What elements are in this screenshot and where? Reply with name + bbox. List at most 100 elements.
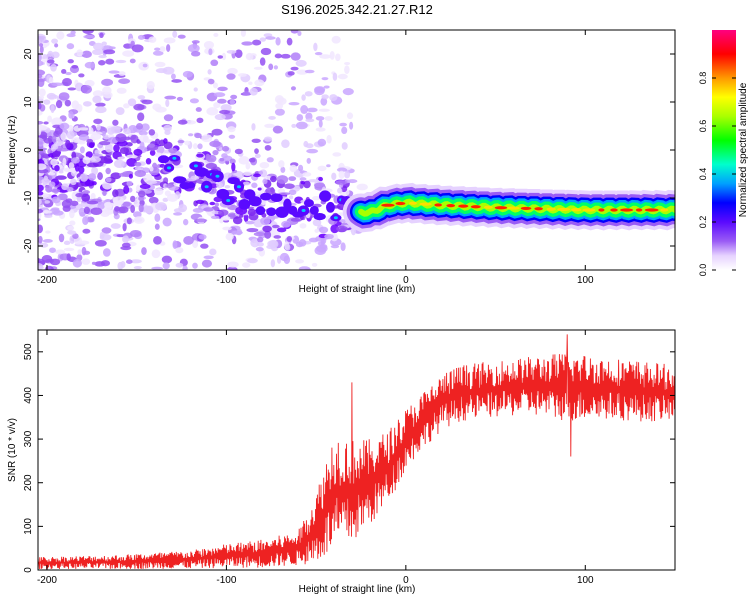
spectrogram-noise-blob bbox=[314, 86, 326, 93]
spectrogram-hot-spot bbox=[598, 208, 605, 212]
spectrogram-noise-blob bbox=[264, 230, 272, 239]
spectrogram-noise-blob bbox=[78, 166, 85, 174]
spectrogram-noise-blob bbox=[264, 144, 272, 151]
spectrogram-noise-blob bbox=[231, 230, 243, 235]
spectrogram-noise-blob bbox=[52, 124, 62, 129]
spectrogram-noise-blob bbox=[209, 201, 216, 206]
spectrogram-noise-blob bbox=[161, 255, 173, 264]
spectrogram-noise-blob bbox=[183, 235, 194, 245]
spectrogram-noise-blob bbox=[187, 44, 200, 53]
colorbar: 0.0 0.2 0.4 0.6 0.8 Normalized spectral ampl… bbox=[698, 30, 749, 276]
spectrogram-ridge-core bbox=[333, 216, 338, 220]
spectrogram-hot-spot bbox=[582, 208, 596, 212]
spectrogram-noise-blob bbox=[314, 182, 326, 189]
spectrogram-noise-blob bbox=[262, 225, 272, 233]
spectrogram-y-label: Frequency (Hz) bbox=[7, 116, 18, 185]
spectrogram-ridge-blob bbox=[185, 182, 196, 189]
spectrogram-noise-blob bbox=[81, 258, 91, 265]
spectrogram-noise-blob bbox=[101, 227, 112, 234]
spectrogram-noise-blob bbox=[247, 258, 258, 264]
spectrogram-noise-blob bbox=[347, 179, 358, 184]
spectrogram-noise-blob bbox=[133, 148, 143, 156]
spectrogram-noise-blob bbox=[318, 226, 329, 234]
spectrogram-noise-blob bbox=[101, 130, 106, 137]
spectrogram-noise-blob bbox=[91, 131, 103, 136]
spectrogram-noise-blob bbox=[329, 50, 335, 60]
spectrogram-noise-blob bbox=[83, 101, 92, 107]
spectrogram-noise-blob bbox=[92, 90, 104, 97]
spectrogram-noise-blob bbox=[162, 197, 169, 202]
spectrogram-noise-blob bbox=[162, 262, 170, 270]
spectrogram-noise-blob bbox=[123, 185, 130, 195]
spectrogram-ridge-blob bbox=[313, 213, 326, 221]
spectrogram-noise-blob bbox=[91, 261, 97, 265]
spectrogram-noise-blob bbox=[177, 139, 185, 144]
spectrogram-noise-blob bbox=[165, 99, 170, 108]
spectrogram-noise-blob bbox=[67, 225, 75, 231]
spectrogram-noise-blob bbox=[254, 153, 261, 159]
spectrogram-noise-blob bbox=[323, 85, 330, 89]
spectrogram-noise-blob bbox=[71, 191, 78, 201]
spectrogram-noise-blob bbox=[268, 115, 276, 120]
spectrogram-noise-blob bbox=[145, 158, 152, 165]
spectrogram-noise-blob bbox=[61, 199, 72, 209]
spectrogram-noise-blob bbox=[64, 99, 72, 107]
spectrogram-noise-blob bbox=[54, 43, 59, 48]
spectrogram-noise-blob bbox=[126, 217, 132, 225]
spectrogram-noise-blob bbox=[113, 144, 120, 153]
spectrogram-noise-blob bbox=[118, 206, 129, 214]
spectrogram-noise-blob bbox=[154, 61, 166, 68]
spectrogram-noise-blob bbox=[210, 59, 219, 67]
spectrogram-noise-blob bbox=[220, 215, 231, 221]
spectrogram-noise-blob bbox=[320, 236, 327, 245]
spectrogram-noise-blob bbox=[102, 190, 107, 196]
spectrogram-noise-blob bbox=[219, 109, 231, 115]
spectrogram-noise-blob bbox=[173, 182, 179, 187]
spectrogram-noise-blob bbox=[245, 220, 255, 225]
spectrogram-noise-blob bbox=[163, 114, 174, 122]
spectrogram-noise-blob bbox=[340, 242, 346, 251]
spectrogram-noise-blob bbox=[127, 98, 137, 107]
spectrogram-noise-blob bbox=[243, 171, 253, 176]
spectrogram-noise-blob bbox=[234, 148, 243, 155]
spectrogram-noise-blob bbox=[192, 240, 199, 249]
spectrogram-noise-blob bbox=[38, 60, 44, 67]
spectrogram-noise-blob bbox=[38, 197, 42, 206]
spectrogram-noise-blob bbox=[318, 108, 330, 112]
spectrogram-noise-blob bbox=[259, 57, 266, 66]
spectrogram-noise-blob bbox=[55, 175, 67, 180]
spectrogram-noise-blob bbox=[154, 106, 167, 113]
spectrogram-noise-blob bbox=[314, 51, 323, 56]
spectrogram-noise-blob bbox=[97, 172, 103, 181]
spectrogram-noise-blob bbox=[295, 59, 307, 67]
spectrogram-noise-blob bbox=[274, 53, 283, 59]
spectrogram-noise-blob bbox=[117, 261, 124, 270]
spectrogram-noise-blob bbox=[324, 233, 334, 240]
spectrogram-noise-blob bbox=[270, 259, 276, 268]
spectrogram-noise-blob bbox=[133, 216, 145, 224]
spectrogram-noise-blob bbox=[49, 258, 61, 266]
spectrogram-noise-blob bbox=[212, 82, 218, 89]
spectrogram-noise-blob bbox=[315, 127, 326, 132]
spectrogram-ridge-blob bbox=[326, 201, 335, 213]
spectrogram-noise-blob bbox=[253, 231, 266, 237]
spectrogram-noise-blob bbox=[86, 216, 95, 223]
spectrogram-noise-blob bbox=[304, 91, 313, 97]
spectrogram-noise-blob bbox=[151, 266, 164, 270]
spectrogram-hot-spot bbox=[534, 207, 543, 211]
snr-y-label: SNR (10 * v/v) bbox=[7, 418, 18, 482]
spectrogram-noise-blob bbox=[66, 253, 71, 261]
spectrogram-noise-blob bbox=[68, 162, 75, 169]
spectrogram-noise-blob bbox=[38, 33, 47, 43]
spectrogram-noise-blob bbox=[126, 158, 137, 167]
spectrogram-noise-blob bbox=[49, 247, 56, 253]
spectrogram-noise-blob bbox=[303, 140, 309, 148]
spectrogram-noise-blob bbox=[274, 108, 285, 116]
spectrogram-noise-blob bbox=[71, 157, 80, 164]
spectrogram-noise-blob bbox=[141, 99, 153, 105]
spectrogram-noise-blob bbox=[276, 175, 289, 184]
spectrogram-noise-blob bbox=[210, 215, 220, 220]
spectrogram-noise-blob bbox=[251, 182, 258, 189]
spectrogram-noise-blob bbox=[83, 34, 96, 39]
